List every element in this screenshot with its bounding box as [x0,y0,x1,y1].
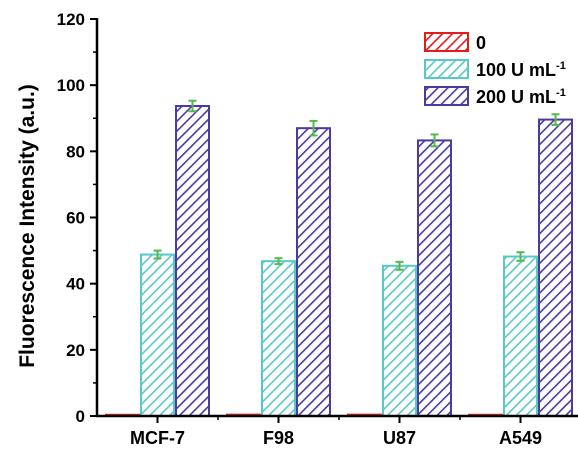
axes-layer: 0 20 40 60 80 100 120 MCF-7 F98 U87 A549 [57,10,578,448]
y-tick-label-120: 120 [57,10,85,29]
legend: 0 100 U mL-1 200 U mL-1 [424,32,566,107]
x-tick-label-u87: U87 [383,428,416,448]
bar-f98-series-1 [261,260,296,418]
bar-a549-series-1 [503,255,538,417]
bar-mcf-7-series-2 [175,105,210,418]
legend-swatch-1 [424,59,469,79]
error-bar-a549-series-2 [551,113,560,126]
legend-label-1: 100 U mL-1 [476,60,566,80]
y-tick-label-40: 40 [66,275,85,294]
legend-swatch-2 [424,86,469,106]
bar-a549-series-2 [538,118,573,417]
x-tick-label-f98: F98 [263,428,294,448]
y-tick-label-80: 80 [66,142,85,161]
legend-item-0: 0 [424,32,486,53]
legend-item-2: 200 U mL-1 [424,86,566,107]
y-tick-label-100: 100 [57,76,85,95]
error-bar-a549-series-1 [516,251,525,262]
y-tick-label-0: 0 [76,407,85,426]
bar-f98-series-2 [296,127,331,418]
error-bars-layer [153,99,560,271]
bar-u87-series-1 [382,264,417,417]
error-bar-f98-series-1 [274,257,283,266]
error-bar-u87-series-2 [430,133,439,148]
bar-mcf-7-series-1 [140,253,175,417]
error-bar-mcf-7-series-1 [153,249,162,260]
legend-swatch-0 [424,32,469,52]
y-tick-label-60: 60 [66,209,85,228]
error-bar-f98-series-2 [309,119,318,137]
error-bar-u87-series-1 [395,260,404,271]
legend-label-2: 200 U mL-1 [476,87,566,107]
legend-item-1: 100 U mL-1 [424,59,566,80]
bar-u87-series-2 [417,139,452,417]
legend-label-0: 0 [476,33,486,53]
y-tick-label-20: 20 [66,341,85,360]
x-tick-label-mcf-7: MCF-7 [130,428,185,448]
error-bar-mcf-7-series-2 [188,99,197,113]
x-tick-label-a549: A549 [499,428,542,448]
bars-layer [105,105,573,418]
y-axis-label: Fluorescence Intensity (a.u.) [16,84,39,368]
